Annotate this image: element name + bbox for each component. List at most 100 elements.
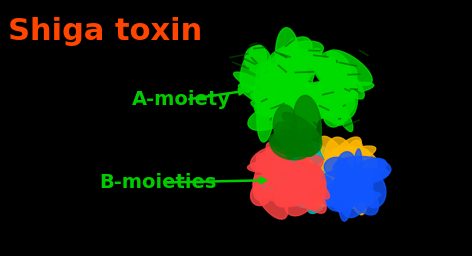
Ellipse shape xyxy=(327,146,377,175)
Ellipse shape xyxy=(259,150,284,176)
Ellipse shape xyxy=(251,147,283,171)
Ellipse shape xyxy=(255,162,286,183)
Ellipse shape xyxy=(307,186,338,207)
Ellipse shape xyxy=(279,161,340,174)
Ellipse shape xyxy=(277,152,303,187)
Ellipse shape xyxy=(295,158,316,184)
Ellipse shape xyxy=(321,82,374,95)
Ellipse shape xyxy=(253,150,278,200)
Ellipse shape xyxy=(341,163,371,202)
Ellipse shape xyxy=(328,77,350,105)
Ellipse shape xyxy=(281,78,301,125)
Ellipse shape xyxy=(278,129,304,155)
Ellipse shape xyxy=(234,72,276,96)
Ellipse shape xyxy=(270,132,312,160)
Ellipse shape xyxy=(291,168,329,199)
Ellipse shape xyxy=(324,57,364,99)
Ellipse shape xyxy=(253,74,277,105)
Ellipse shape xyxy=(338,164,354,221)
Ellipse shape xyxy=(256,154,278,180)
Ellipse shape xyxy=(251,101,302,125)
Ellipse shape xyxy=(247,161,293,173)
Ellipse shape xyxy=(352,149,362,205)
Ellipse shape xyxy=(245,46,270,73)
Ellipse shape xyxy=(278,49,324,68)
Ellipse shape xyxy=(269,149,291,194)
Ellipse shape xyxy=(270,179,295,199)
Ellipse shape xyxy=(266,143,283,183)
Ellipse shape xyxy=(305,157,340,204)
Ellipse shape xyxy=(304,145,328,205)
Ellipse shape xyxy=(341,172,373,218)
Ellipse shape xyxy=(338,183,371,202)
Ellipse shape xyxy=(293,95,321,156)
Ellipse shape xyxy=(332,65,357,99)
Text: A-moiety: A-moiety xyxy=(132,90,231,109)
Ellipse shape xyxy=(325,137,354,178)
Ellipse shape xyxy=(253,175,287,219)
Ellipse shape xyxy=(286,155,323,179)
Ellipse shape xyxy=(269,133,303,154)
Ellipse shape xyxy=(345,140,363,174)
Ellipse shape xyxy=(296,91,320,110)
Ellipse shape xyxy=(298,78,327,109)
Ellipse shape xyxy=(281,174,303,198)
Ellipse shape xyxy=(289,39,303,89)
Ellipse shape xyxy=(306,162,327,207)
Ellipse shape xyxy=(289,48,312,105)
Ellipse shape xyxy=(287,178,326,190)
Ellipse shape xyxy=(310,142,346,183)
Ellipse shape xyxy=(341,168,389,186)
Ellipse shape xyxy=(350,174,366,200)
Ellipse shape xyxy=(325,137,362,177)
Ellipse shape xyxy=(307,180,345,206)
Text: B-moieties: B-moieties xyxy=(99,173,217,192)
Ellipse shape xyxy=(251,181,273,206)
Ellipse shape xyxy=(318,61,352,88)
Ellipse shape xyxy=(349,158,387,181)
Ellipse shape xyxy=(319,51,351,83)
Ellipse shape xyxy=(254,94,287,116)
Ellipse shape xyxy=(311,79,337,102)
Ellipse shape xyxy=(298,163,326,210)
Ellipse shape xyxy=(324,182,351,211)
Ellipse shape xyxy=(309,75,334,108)
Ellipse shape xyxy=(284,89,310,116)
Ellipse shape xyxy=(298,169,354,185)
Ellipse shape xyxy=(347,164,367,215)
Ellipse shape xyxy=(275,101,302,129)
Ellipse shape xyxy=(280,66,291,106)
Ellipse shape xyxy=(313,56,343,90)
Ellipse shape xyxy=(278,148,290,194)
Ellipse shape xyxy=(346,167,357,195)
Ellipse shape xyxy=(240,45,266,92)
Ellipse shape xyxy=(251,92,295,109)
Ellipse shape xyxy=(320,136,353,181)
Ellipse shape xyxy=(273,105,296,143)
Ellipse shape xyxy=(272,98,289,123)
Ellipse shape xyxy=(291,152,320,202)
Ellipse shape xyxy=(343,155,373,183)
Ellipse shape xyxy=(284,54,302,80)
Ellipse shape xyxy=(320,86,348,114)
Ellipse shape xyxy=(284,178,319,216)
Ellipse shape xyxy=(286,130,309,158)
Ellipse shape xyxy=(274,178,320,207)
Ellipse shape xyxy=(286,174,316,211)
Ellipse shape xyxy=(289,181,328,208)
Ellipse shape xyxy=(283,60,315,107)
Ellipse shape xyxy=(321,191,381,203)
Ellipse shape xyxy=(264,54,296,100)
Ellipse shape xyxy=(333,175,373,206)
Ellipse shape xyxy=(271,155,320,181)
Ellipse shape xyxy=(306,179,331,214)
Ellipse shape xyxy=(262,184,319,199)
Ellipse shape xyxy=(333,156,391,181)
Ellipse shape xyxy=(280,145,300,174)
Ellipse shape xyxy=(287,161,316,175)
Ellipse shape xyxy=(344,73,354,102)
Ellipse shape xyxy=(318,146,376,170)
Ellipse shape xyxy=(294,75,313,133)
Ellipse shape xyxy=(287,158,307,203)
Ellipse shape xyxy=(332,94,355,117)
